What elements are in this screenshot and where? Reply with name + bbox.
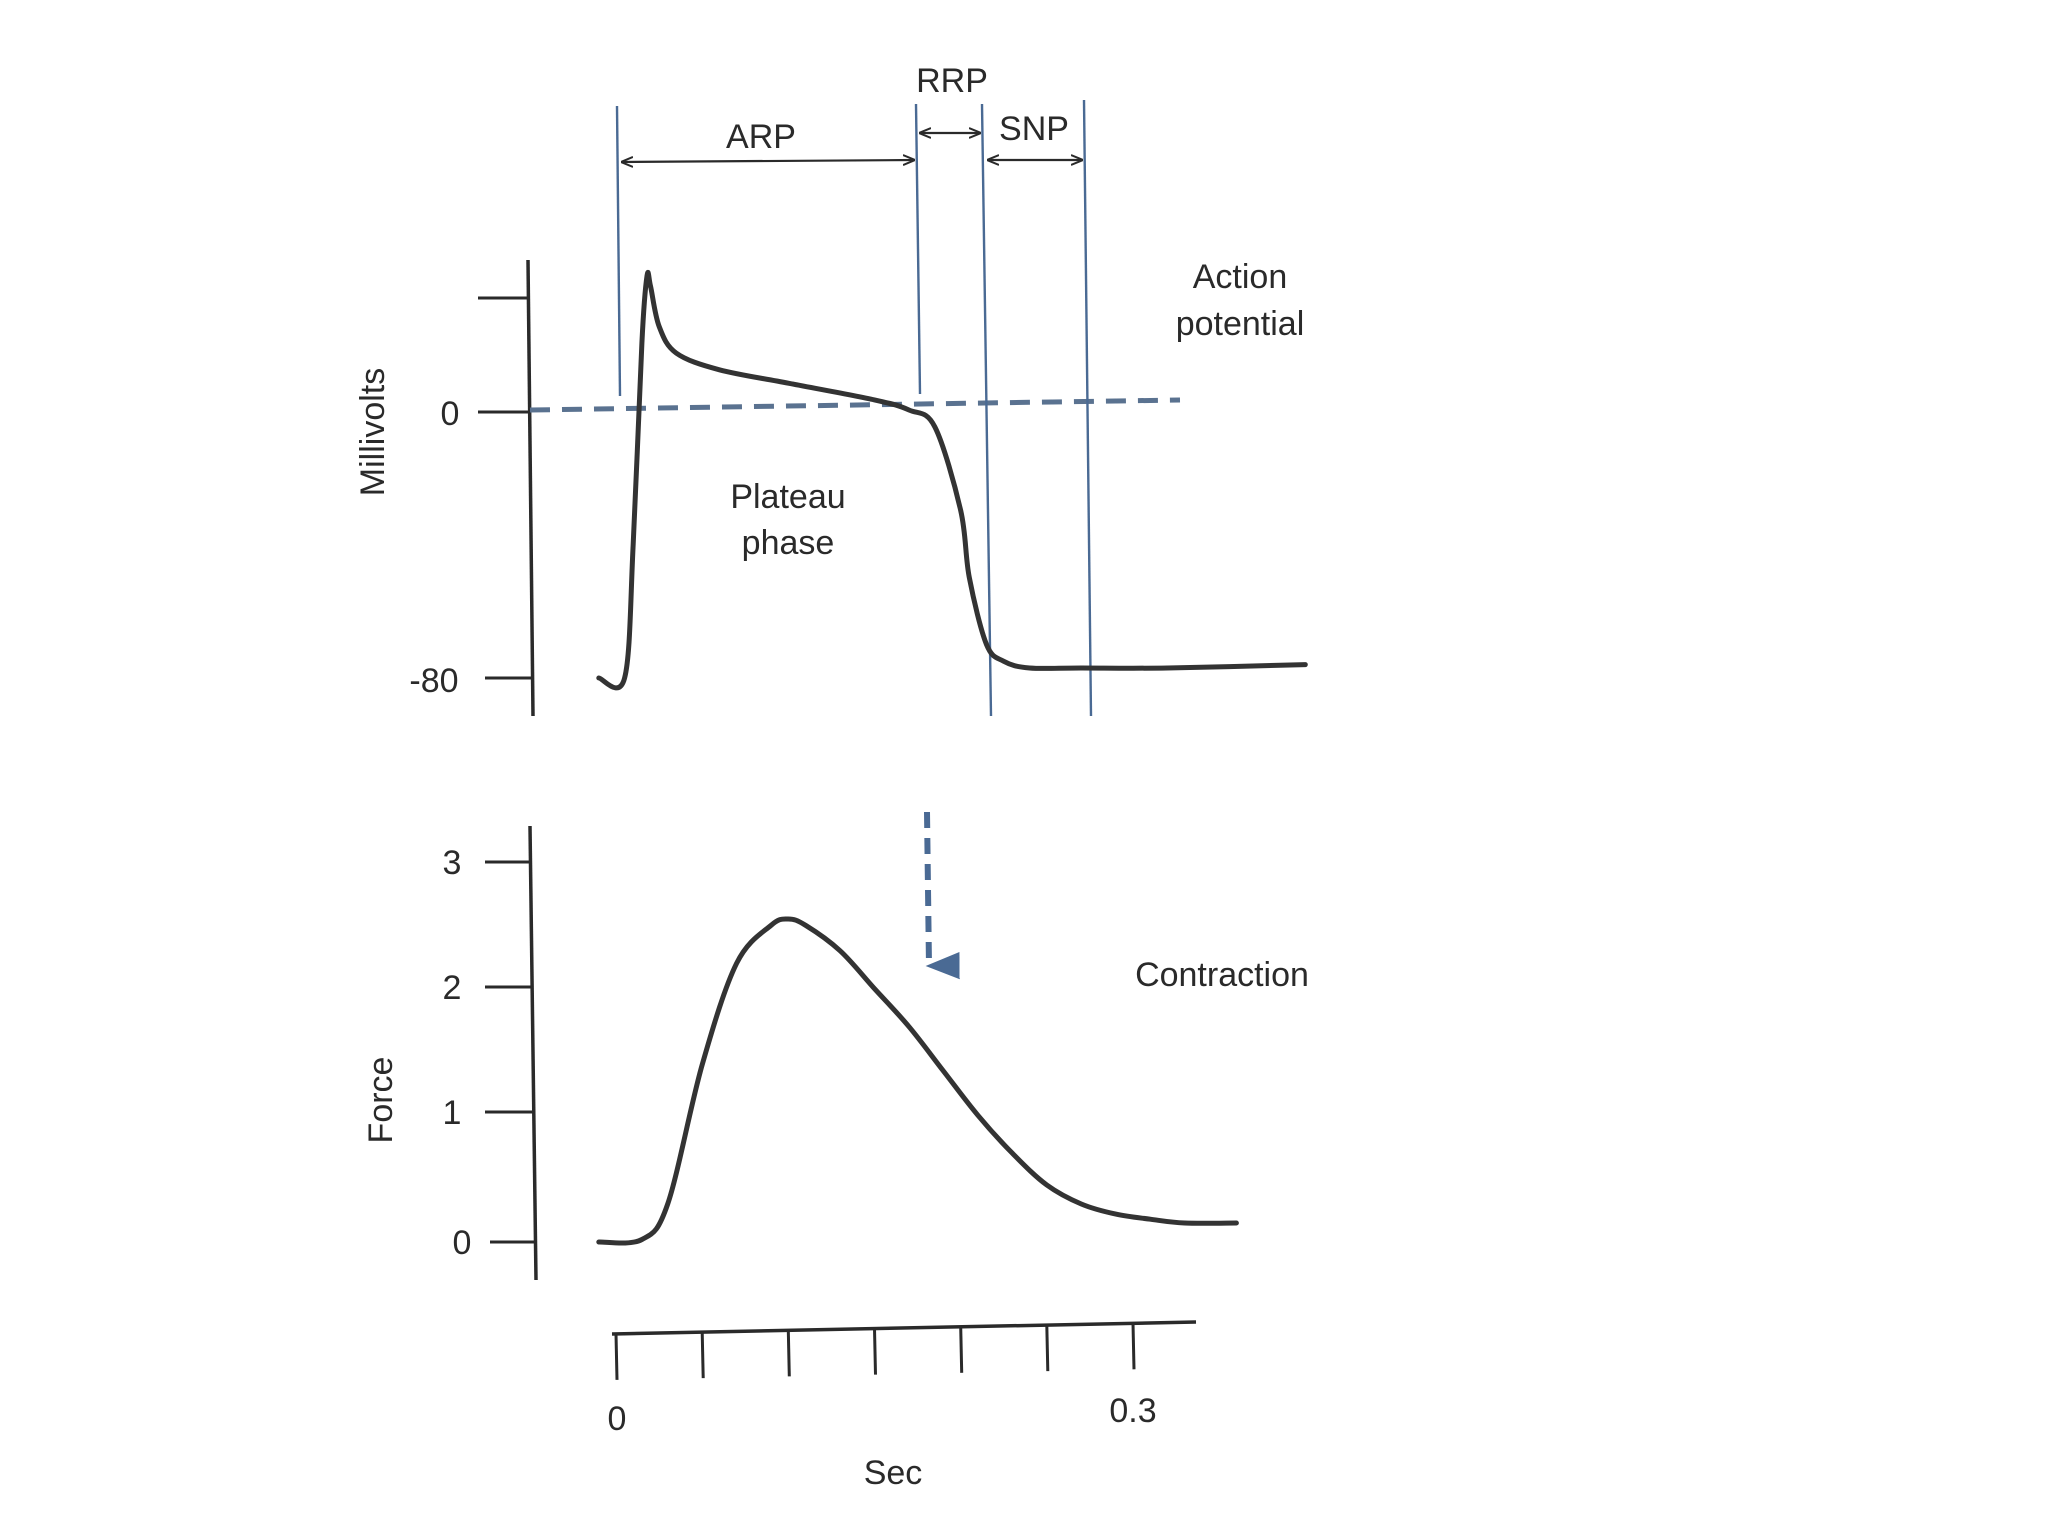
onset-dashed-arrow (924, 811, 960, 980)
ap-tick-label-neg80: -80 (409, 662, 458, 700)
snp-end-line (1082, 99, 1093, 717)
force-tick-label-2: 2 (443, 969, 462, 1007)
refractory-lines (615, 99, 1093, 717)
time-axis-line (611, 1320, 1197, 1336)
action-potential-label-line1: Action (1193, 258, 1288, 296)
ap-y-axis (526, 259, 535, 717)
contraction-curve (596, 916, 1239, 1246)
contraction-label: Contraction (1135, 956, 1309, 994)
ap-zero-dashed-line (529, 397, 1181, 413)
rrp-label: RRP (916, 62, 988, 100)
time-tick-label-0: 0 (608, 1400, 627, 1438)
plateau-label-line1: Plateau (730, 478, 845, 516)
time-tick-6 (1131, 1323, 1136, 1370)
time-axis: 0 0.3 Sec (608, 1320, 1197, 1492)
time-tick-0 (614, 1333, 619, 1380)
ap-y-axis-label: Millivolts (354, 368, 392, 496)
force-tick-label-0: 0 (453, 1224, 472, 1262)
time-tick-label-end: 0.3 (1109, 1392, 1156, 1430)
force-tick-label-1: 1 (443, 1094, 462, 1132)
arp-label: ARP (726, 118, 796, 156)
time-axis-label: Sec (864, 1454, 923, 1492)
action-potential-curve (596, 269, 1308, 691)
force-panel: 3 2 1 0 Force Contraction (362, 811, 1309, 1281)
plateau-label-line2: phase (742, 524, 835, 562)
time-ticks (614, 1323, 1136, 1380)
snp-label: SNP (999, 110, 1069, 148)
arp-arrow (622, 160, 914, 162)
force-y-axis-label: Force (362, 1057, 400, 1144)
arp-end-line (914, 103, 922, 395)
action-potential-label-line2: potential (1176, 305, 1305, 343)
time-tick-2 (786, 1330, 791, 1377)
ap-panel: 0 -80 Millivolts ARP RRP SNP Plateau pha… (354, 62, 1308, 717)
force-y-axis (528, 825, 538, 1281)
arp-start-line (615, 105, 622, 397)
time-tick-1 (700, 1332, 705, 1379)
time-tick-3 (873, 1328, 877, 1375)
force-tick-label-3: 3 (443, 844, 462, 882)
time-tick-4 (959, 1326, 964, 1373)
time-tick-5 (1045, 1325, 1050, 1372)
ap-tick-label-zero: 0 (441, 395, 460, 433)
rrp-end-line (980, 103, 993, 717)
